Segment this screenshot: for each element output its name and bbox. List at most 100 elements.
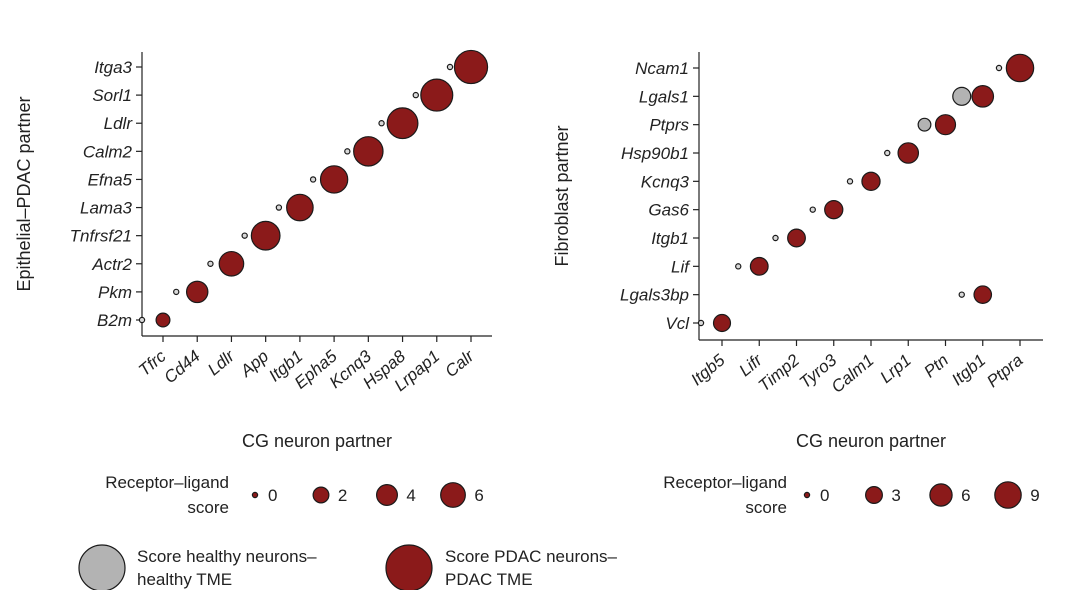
size-legend-label-6: 6: [961, 486, 970, 505]
y-tick-label-tnfrsf21: Tnfrsf21: [70, 227, 132, 246]
size-legend-right-title-line2: score: [745, 498, 787, 517]
y-tick-label-itga3: Itga3: [94, 58, 132, 77]
pdac-point-timp2-itgb1: [787, 228, 806, 248]
pdac-point-itgb5-vcl: [712, 313, 732, 333]
x-tick-label-itgb1: Itgb1: [948, 351, 989, 390]
size-legend-label-2: 2: [338, 486, 347, 505]
healthy-point-timp2-itgb1: [772, 234, 779, 242]
x-tick-label-ldlr: Ldlr: [204, 346, 239, 380]
left-x-axis-label: CG neuron partner: [242, 431, 392, 451]
x-tick-label-cd44: Cd44: [160, 347, 203, 388]
pdac-point-ldlr-actr2: [218, 250, 245, 277]
y-tick-label-lama3: Lama3: [80, 199, 133, 218]
healthy-point-calr-itga3: [446, 63, 454, 71]
size-legend-label-4: 4: [406, 486, 415, 505]
right-y-axis-label: Fibroblast partner: [552, 125, 572, 266]
y-tick-label-sorl1: Sorl1: [92, 86, 132, 105]
y-tick-label-vcl: Vcl: [665, 314, 690, 333]
healthy-point-ldlr-actr2: [207, 260, 214, 267]
y-tick-label-lgals3bp: Lgals3bp: [620, 286, 689, 305]
size-legend-label-6: 6: [474, 486, 483, 505]
healthy-point-lrpap1-sorl1: [412, 91, 419, 99]
pdac-point-tfrc-b2m: [155, 312, 171, 328]
size-legend-circle-2: [312, 486, 330, 504]
y-tick-label-lgals1: Lgals1: [639, 87, 689, 106]
healthy-point-app-tnfrsf21: [241, 232, 248, 239]
size-legend-circle-9: [994, 481, 1022, 509]
healthy-point-itgb1-lgals1: [952, 86, 972, 106]
healthy-point-epha5-efna5: [309, 176, 317, 183]
size-legend-left-items: 0 2 4 6: [251, 482, 484, 508]
color-legend: Score healthy neurons– healthy TME Score…: [78, 544, 618, 590]
panel-epithelial: B2m Pkm Actr2 Tnfrsf21 Lama3 Efna5 Calm2 Ldlr So…: [14, 49, 492, 451]
size-legend-circle-4: [376, 484, 399, 507]
size-legend-circle-6: [929, 483, 953, 507]
x-tick-label-calr: Calr: [441, 346, 478, 381]
x-tick-label-timp2: Timp2: [755, 350, 804, 395]
size-legend-label-0: 0: [268, 486, 277, 505]
size-legend-left-title-line1: Receptor–ligand: [105, 473, 229, 492]
healthy-point-ptpra-ncam1: [995, 64, 1003, 72]
legend-healthy-line1: Score healthy neurons–: [137, 547, 317, 566]
pdac-point-itgb1-lgals3bp: [973, 285, 993, 304]
healthy-point-itgb1-lgals3bp: [958, 291, 965, 298]
size-legend-label-3: 3: [891, 486, 900, 505]
healthy-point-cd44-pkm: [173, 288, 180, 296]
pdac-point-lrp1-hsp90b1: [897, 142, 920, 164]
size-legend-label-0: 0: [820, 486, 829, 505]
pdac-point-app-tnfrsf21: [250, 220, 281, 251]
x-tick-label-ptn: Ptn: [920, 351, 952, 382]
right-x-axis-label: CG neuron partner: [796, 431, 946, 451]
pdac-point-hspa8-ldlr: [386, 107, 419, 140]
healthy-point-ptn-ptprs: [917, 117, 932, 132]
y-tick-label-lif: Lif: [671, 257, 691, 276]
size-legend-right: Receptor–ligand score 0 3 6 9: [663, 473, 1039, 517]
x-tick-label-lrp1: Lrp1: [877, 351, 915, 387]
pdac-point-itgb1-lgals1: [971, 84, 995, 108]
y-tick-label-actr2: Actr2: [91, 255, 132, 274]
size-legend-circle-6: [440, 482, 466, 508]
size-legend-left-title-line2: score: [187, 498, 229, 517]
legend-healthy-swatch: [78, 544, 126, 590]
pdac-point-ptpra-ncam1: [1005, 53, 1035, 83]
pdac-point-cd44-pkm: [185, 280, 209, 304]
x-tick-label-app: App: [236, 347, 272, 382]
size-legend-right-items: 0 3 6 9: [803, 481, 1040, 509]
right-y-ticks: Vcl Lgals3bp Lif Itgb1 Gas6 Kcnq3 Hsp90b1 Ptprs…: [620, 59, 699, 333]
healthy-point-kcnq3-calm2: [344, 148, 351, 155]
legend-pdac-line2: PDAC TME: [445, 570, 533, 589]
healthy-point-lifr-lif: [735, 263, 742, 270]
healthy-point-tyro3-gas6: [809, 206, 816, 213]
left-y-axis-label: Epithelial–PDAC partner: [14, 96, 34, 291]
pdac-point-kcnq3-calm2: [353, 136, 384, 167]
x-tick-label-ptpra: Ptpra: [983, 351, 1026, 392]
size-legend-circle-0: [251, 491, 259, 499]
healthy-point-tfrc-b2m: [138, 316, 146, 324]
legend-pdac-line1: Score PDAC neurons–: [445, 547, 618, 566]
pdac-point-ptn-ptprs: [934, 114, 957, 136]
right-points: [697, 53, 1035, 333]
pdac-point-calm1-kcnq3: [861, 171, 881, 192]
pdac-point-calr-itga3: [453, 49, 489, 85]
x-tick-label-calm1: Calm1: [828, 351, 878, 397]
y-tick-label-gas6: Gas6: [648, 201, 689, 220]
legend-pdac-swatch: [385, 544, 433, 590]
pdac-point-epha5-efna5: [319, 165, 349, 194]
y-tick-label-kcnq3: Kcnq3: [641, 172, 690, 191]
y-tick-label-efna5: Efna5: [88, 170, 133, 189]
pdac-point-lrpap1-sorl1: [420, 78, 454, 112]
x-tick-label-itgb5: Itgb5: [687, 350, 729, 389]
legend-healthy-line2: healthy TME: [137, 570, 232, 589]
left-points: [138, 49, 489, 328]
y-tick-label-itgb1: Itgb1: [651, 229, 689, 248]
panel-fibroblast: Vcl Lgals3bp Lif Itgb1 Gas6 Kcnq3 Hsp90b1 Ptprs…: [552, 52, 1043, 451]
healthy-point-lrp1-hsp90b1: [884, 149, 891, 157]
healthy-point-calm1-kcnq3: [846, 178, 854, 185]
pdac-point-itgb1-lama3: [286, 193, 314, 222]
size-legend-right-title-line1: Receptor–ligand: [663, 473, 787, 492]
y-tick-label-calm2: Calm2: [83, 142, 133, 161]
healthy-point-itgb1-lama3: [275, 204, 283, 211]
